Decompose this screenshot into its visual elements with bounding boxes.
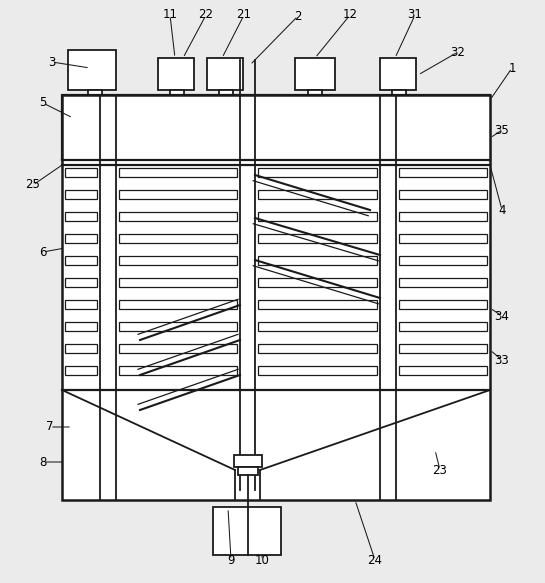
Bar	[258, 190, 377, 199]
Bar	[239, 134, 319, 148]
Bar	[62, 95, 490, 110]
Bar	[62, 110, 490, 160]
Bar	[119, 212, 237, 221]
Bar	[308, 90, 322, 108]
Bar	[119, 234, 237, 243]
Bar	[399, 212, 487, 221]
Text: 5: 5	[39, 97, 47, 110]
Bar	[88, 90, 102, 108]
Bar	[98, 148, 118, 162]
Bar	[65, 322, 97, 331]
Bar	[258, 300, 377, 309]
Bar	[65, 256, 97, 265]
Bar	[258, 256, 377, 265]
Bar	[65, 234, 97, 243]
Bar	[65, 278, 97, 287]
Text: 12: 12	[342, 9, 358, 22]
Text: 32: 32	[451, 45, 465, 58]
Bar	[399, 300, 487, 309]
Bar	[258, 234, 377, 243]
Bar	[119, 278, 237, 287]
Bar	[119, 366, 237, 375]
Text: 31: 31	[408, 9, 422, 22]
Text: 1: 1	[508, 61, 516, 75]
Text: 11: 11	[162, 9, 178, 22]
Bar	[62, 95, 490, 500]
Bar	[65, 190, 97, 199]
Bar	[119, 256, 237, 265]
Text: 24: 24	[367, 553, 383, 567]
Text: 25: 25	[26, 178, 40, 191]
Bar	[399, 234, 487, 243]
Bar	[68, 50, 116, 90]
Bar	[65, 300, 97, 309]
Text: 9: 9	[227, 553, 235, 567]
Bar	[258, 366, 377, 375]
Bar	[399, 366, 487, 375]
Bar	[399, 190, 487, 199]
Bar	[214, 112, 329, 132]
Bar	[119, 322, 237, 331]
Text: 22: 22	[198, 9, 214, 22]
Text: 35: 35	[495, 124, 510, 136]
Text: 10: 10	[255, 553, 269, 567]
Text: 23: 23	[433, 463, 447, 476]
Bar	[119, 190, 237, 199]
Bar	[399, 322, 487, 331]
Bar	[238, 148, 257, 162]
Bar	[65, 212, 97, 221]
Bar	[392, 90, 406, 108]
Text: 7: 7	[46, 420, 54, 434]
Bar	[399, 256, 487, 265]
Bar	[119, 168, 237, 177]
Text: 21: 21	[237, 9, 251, 22]
Text: 6: 6	[39, 245, 47, 258]
Bar	[258, 212, 377, 221]
Bar	[258, 322, 377, 331]
Bar	[258, 344, 377, 353]
Bar	[399, 344, 487, 353]
Bar	[258, 278, 377, 287]
Bar	[399, 168, 487, 177]
Bar	[233, 455, 262, 467]
Text: 4: 4	[498, 203, 506, 216]
Bar	[399, 278, 487, 287]
Bar	[158, 58, 194, 90]
Bar	[66, 134, 146, 148]
Bar	[213, 507, 281, 555]
Bar	[66, 112, 181, 132]
Bar	[65, 168, 97, 177]
Bar	[380, 58, 416, 90]
Bar	[207, 58, 243, 90]
Bar	[119, 300, 237, 309]
Bar	[119, 344, 237, 353]
Bar	[238, 467, 257, 475]
Bar	[219, 90, 233, 108]
Bar	[65, 344, 97, 353]
Text: 34: 34	[494, 310, 510, 322]
Text: 3: 3	[49, 55, 56, 68]
Bar	[258, 168, 377, 177]
Bar	[170, 90, 184, 108]
Bar	[295, 58, 335, 90]
Text: 33: 33	[495, 353, 510, 367]
Text: 2: 2	[294, 9, 302, 23]
Bar	[378, 148, 398, 162]
Text: 8: 8	[39, 455, 47, 469]
Bar	[65, 366, 97, 375]
